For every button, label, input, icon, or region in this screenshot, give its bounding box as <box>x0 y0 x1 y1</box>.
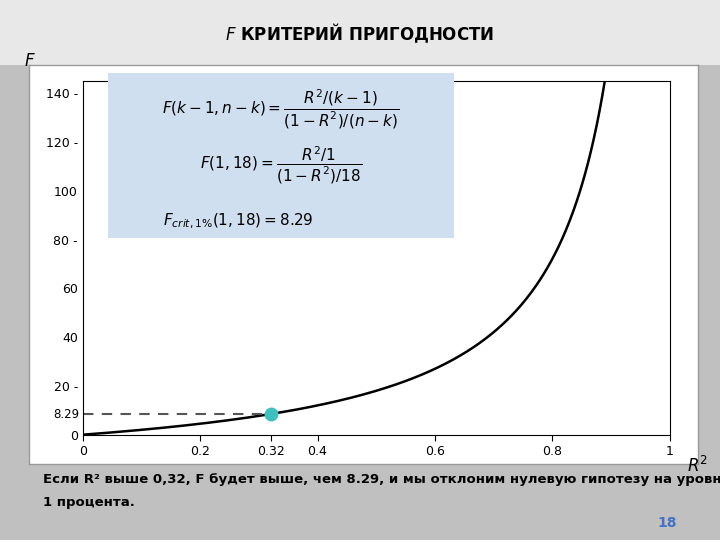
Text: $R^2$: $R^2$ <box>687 456 708 476</box>
Text: $F(k-1,n-k)=\dfrac{R^2/(k-1)}{(1-R^2)/(n-k)}$: $F(k-1,n-k)=\dfrac{R^2/(k-1)}{(1-R^2)/(n… <box>162 87 400 131</box>
Text: $F(1,18)=\dfrac{R^2/1}{(1-R^2)/18}$: $F(1,18)=\dfrac{R^2/1}{(1-R^2)/18}$ <box>199 145 362 186</box>
Text: $\mathit{F}$ КРИТЕРИЙ ПРИГОДНОСТИ: $\mathit{F}$ КРИТЕРИЙ ПРИГОДНОСТИ <box>225 22 495 45</box>
Text: 1 процента.: 1 процента. <box>43 496 135 509</box>
Text: 18: 18 <box>657 516 677 530</box>
Text: $F$: $F$ <box>24 52 36 70</box>
Text: $F_{crit,1\%}(1,18)=8.29$: $F_{crit,1\%}(1,18)=8.29$ <box>163 212 314 231</box>
Text: 8.29: 8.29 <box>54 408 80 421</box>
Text: Если R² выше 0,32, F будет выше, чем 8.29, и мы отклоним нулевую гипотезу на уро: Если R² выше 0,32, F будет выше, чем 8.2… <box>43 472 720 485</box>
